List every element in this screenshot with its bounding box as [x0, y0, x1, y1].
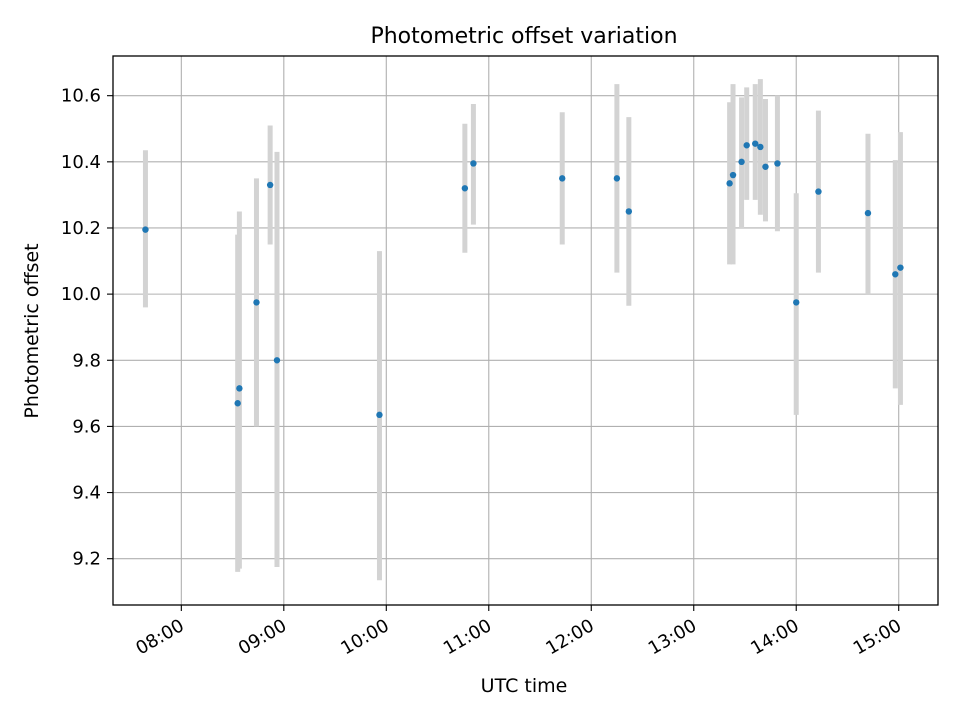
y-tick-label: 10.0: [61, 284, 101, 305]
data-point: [559, 175, 566, 182]
data-point: [142, 226, 149, 233]
data-point: [253, 299, 260, 306]
data-point: [613, 175, 621, 182]
data-point: [273, 357, 281, 364]
data-point: [470, 160, 477, 167]
y-tick-label: 9.6: [72, 416, 101, 437]
y-tick-label: 10.4: [61, 152, 101, 173]
data-point: [815, 188, 822, 195]
data-point: [625, 208, 633, 215]
data-point: [266, 181, 274, 189]
data-point: [762, 163, 769, 170]
y-axis-label: Photometric offset: [21, 243, 43, 418]
data-point: [793, 299, 800, 306]
data-point: [234, 400, 241, 407]
data-point: [236, 385, 243, 392]
y-axis-ticks: 9.2 9.4 9.6 9.8 10.0 10.2 10.4 10.6: [61, 86, 113, 570]
y-tick-label: 9.2: [72, 549, 101, 570]
data-point: [726, 180, 733, 187]
x-axis-label: UTC time: [481, 675, 568, 697]
data-point: [376, 411, 383, 419]
data-point: [743, 142, 750, 149]
data-point: [757, 143, 764, 151]
data-point: [738, 158, 745, 166]
y-tick-label: 10.6: [61, 86, 101, 107]
y-tick-label: 10.2: [61, 218, 101, 239]
data-point: [892, 271, 899, 278]
chart-title: Photometric offset variation: [370, 24, 677, 49]
data-point: [897, 264, 904, 271]
y-tick-label: 9.8: [72, 350, 101, 371]
data-points: [142, 140, 904, 419]
y-tick-label: 9.4: [72, 483, 101, 504]
data-point: [752, 140, 759, 147]
data-point: [461, 185, 469, 192]
data-point: [774, 160, 781, 167]
data-point: [729, 171, 737, 179]
plot-area-frame: [112, 55, 939, 606]
data-point: [864, 209, 872, 217]
